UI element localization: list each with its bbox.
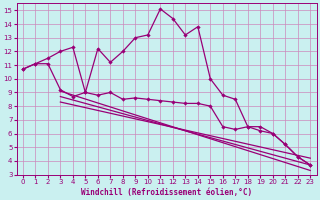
X-axis label: Windchill (Refroidissement éolien,°C): Windchill (Refroidissement éolien,°C) (81, 188, 252, 197)
